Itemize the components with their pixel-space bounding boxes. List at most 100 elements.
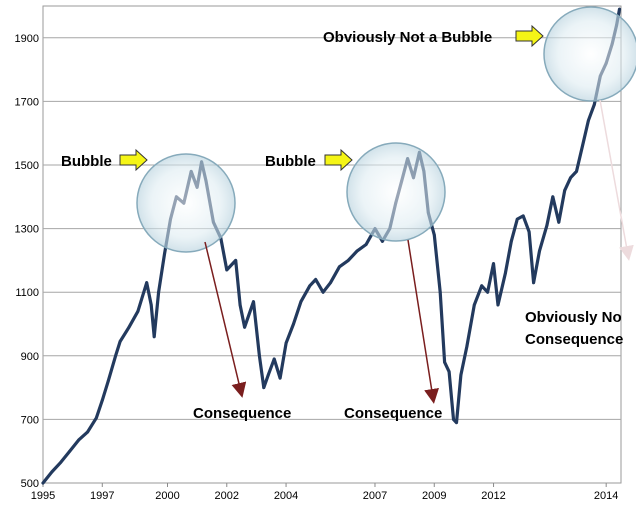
bubble-circle-2014 [543,6,636,102]
data-point [538,249,541,253]
data-point [496,303,500,307]
x-tick-label: 2004 [274,490,298,502]
bubble-circles [136,6,636,253]
x-tick-label: 1995 [31,490,55,502]
data-point [492,262,495,265]
data-point [225,268,229,272]
data-point [438,290,442,294]
data-point [59,460,63,464]
x-tick-label: 2014 [594,490,618,502]
data-point [284,341,288,345]
annotation-consequence-1: Consequence [193,405,291,422]
data-point [272,357,276,361]
data-point [41,481,45,485]
x-tick-label: 2007 [363,490,387,502]
y-tick-label: 1100 [15,287,39,299]
data-point [157,290,161,294]
y-tick-label: 1700 [15,96,39,108]
data-point [472,303,476,307]
data-point [527,230,531,234]
x-tick-label: 2000 [155,490,179,502]
data-point [114,354,117,358]
data-point [486,290,489,294]
data-point [355,249,359,253]
y-tick-label: 1300 [15,224,39,236]
data-point [149,303,153,307]
data-point [465,344,469,348]
data-point [243,325,247,329]
data-point [545,224,549,227]
data-point [238,303,242,307]
data-point [145,281,149,285]
data-point [308,284,312,288]
data-point [551,195,555,199]
data-point [432,233,436,237]
yellow-arrow-icon [119,148,148,172]
y-tick-label: 500 [21,478,39,490]
data-point [581,144,584,148]
data-point [163,252,166,256]
data-point [587,119,590,122]
data-point [258,354,261,358]
data-point [569,176,572,180]
data-point [480,284,484,288]
annotation-no-consequence-line2: Consequence [525,331,623,348]
data-point [252,300,255,304]
data-point [504,271,507,275]
y-axis: 500 700 900 1100 1300 1500 1700 1900 [15,33,39,490]
yellow-arrow-icon [324,148,353,172]
data-point [443,360,446,364]
data-point [364,243,368,246]
data-point [515,217,519,221]
data-point [118,340,122,343]
data-point [509,239,513,243]
data-point [338,265,341,269]
data-point [329,281,332,285]
y-tick-label: 1900 [15,33,39,45]
data-point [455,421,458,424]
data-point [346,259,350,262]
data-point [618,7,621,11]
x-tick-label: 2009 [422,490,446,502]
x-tick-label: 1997 [90,490,114,502]
bubble-circle-2000 [136,153,236,253]
data-point [152,335,156,339]
data-point [262,386,266,389]
data-point [234,259,238,262]
series-line-0 [41,7,622,485]
consequence-arrow-2 [407,239,440,404]
data-point [452,418,455,421]
annotation-bubble-1: Bubble [61,153,112,170]
x-tick-label: 2002 [215,490,239,502]
annotation-consequence-2: Consequence [344,405,442,422]
consequence-arrows [204,99,634,404]
data-point [266,373,270,377]
data-point [292,322,295,326]
y-tick-label: 1500 [15,160,39,172]
annotations: Bubble Bubble Obviously Not a Bubble Con… [61,29,623,422]
data-point [68,449,72,453]
data-point [557,220,561,224]
data-point [100,398,104,402]
consequence-arrow-1 [204,241,247,398]
data-point [278,376,282,380]
y-tick-label: 700 [21,414,39,426]
data-point [77,438,80,442]
data-point [592,103,596,106]
data-point [95,416,98,420]
data-point [447,370,451,374]
x-tick-label: 2012 [481,490,505,502]
data-point [136,309,140,313]
data-point [127,325,131,329]
annotation-not-a-bubble: Obviously Not a Bubble [323,29,492,46]
data-point [106,379,110,383]
data-point [381,239,384,243]
data-point [575,170,578,173]
data-point [532,281,535,285]
data-point [563,189,567,192]
series-layer [41,7,622,485]
data-point [321,290,325,294]
data-point [459,373,463,377]
annotation-bubble-2: Bubble [265,153,316,170]
